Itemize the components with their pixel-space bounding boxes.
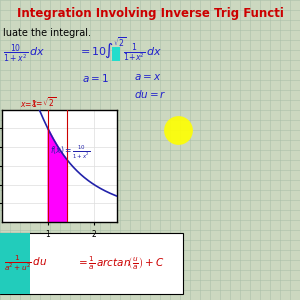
Text: $du = r$: $du = r$ xyxy=(134,88,166,101)
Text: $a = x$: $a = x$ xyxy=(134,71,161,82)
Text: $f(x)=\frac{10}{1+x^2}$: $f(x)=\frac{10}{1+x^2}$ xyxy=(50,144,91,161)
Text: $\frac{1}{a^2+u^2}\,du$: $\frac{1}{a^2+u^2}\,du$ xyxy=(4,254,48,273)
Circle shape xyxy=(164,116,193,145)
Text: $=\frac{1}{a}\,arctan\!\left(\frac{u}{a}\right)+C$: $=\frac{1}{a}\,arctan\!\left(\frac{u}{a}… xyxy=(76,255,165,272)
Text: Integration Involving Inverse Trig Functi: Integration Involving Inverse Trig Funct… xyxy=(16,8,283,20)
Text: $x\!=\!\sqrt{2}$: $x\!=\!\sqrt{2}$ xyxy=(31,95,56,109)
FancyBboxPatch shape xyxy=(0,232,183,294)
FancyBboxPatch shape xyxy=(112,47,120,61)
Text: $a = 1$: $a = 1$ xyxy=(82,72,109,84)
Text: $= 10\!\int_{1}^{\sqrt{2}}\!\frac{1}{1\!+\!x^2}\,dx$: $= 10\!\int_{1}^{\sqrt{2}}\!\frac{1}{1\!… xyxy=(78,35,163,64)
Text: luate the integral.: luate the integral. xyxy=(3,28,91,38)
Text: $x\!=\!1$: $x\!=\!1$ xyxy=(20,98,37,109)
Text: $\frac{10}{1+x^2}\,dx$: $\frac{10}{1+x^2}\,dx$ xyxy=(3,43,45,65)
FancyBboxPatch shape xyxy=(0,232,30,294)
